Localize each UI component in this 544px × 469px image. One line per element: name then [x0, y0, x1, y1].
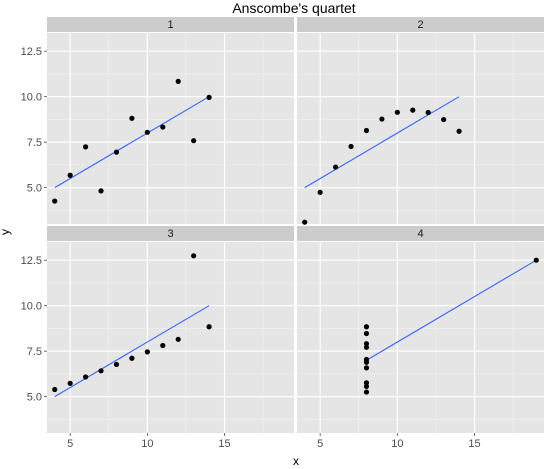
data-point: [191, 138, 197, 144]
data-point: [425, 109, 431, 116]
data-point: [160, 342, 166, 349]
x-tick-label: 5: [67, 438, 73, 450]
data-point: [175, 336, 181, 342]
y-tick-label: 10.0: [21, 301, 42, 313]
y-tick-label: 10.0: [21, 92, 42, 104]
facet-strip: [297, 17, 544, 32]
facet-strip-label: 3: [167, 228, 173, 240]
data-point: [363, 330, 370, 337]
data-point: [363, 359, 370, 365]
data-point: [379, 116, 385, 122]
data-point: [82, 374, 89, 380]
data-point: [363, 389, 370, 395]
data-point: [113, 149, 120, 155]
facet-strip: [47, 17, 294, 32]
data-point: [363, 383, 370, 390]
data-point: [67, 380, 73, 386]
facet-panel-4: 4 5 10 15: [297, 226, 544, 450]
data-point: [456, 128, 462, 134]
x-tick-label: 15: [218, 438, 230, 450]
regression-line: [54, 305, 210, 398]
y-tick-label: 5.0: [27, 183, 42, 195]
facet-strip: [47, 226, 294, 241]
panel-background: [47, 33, 294, 224]
y-tick-label: 12.5: [21, 46, 42, 58]
data-point: [67, 172, 73, 178]
panel-background: [297, 242, 544, 433]
data-point: [160, 124, 166, 130]
facet-strip: [297, 226, 544, 241]
regression-line: [366, 259, 537, 361]
y-tick-label: 12.5: [21, 255, 42, 267]
facet-panel-3: 3 5.0 7.5 10.0 12.5 5 10 15: [21, 226, 294, 450]
data-point: [410, 107, 416, 113]
data-point: [98, 368, 104, 374]
data-point: [533, 257, 539, 263]
data-point: [144, 349, 150, 355]
x-tick-label: 15: [468, 438, 480, 450]
data-point: [348, 143, 354, 150]
panels: 1 5.0 7.5 10.0 12.5 2 3 5.0 7.5 10.0 12.5 5 10 15 4 5 10…: [21, 17, 544, 450]
data-point: [144, 129, 150, 135]
data-point: [394, 109, 400, 115]
data-point: [129, 355, 135, 361]
facet-strip-label: 4: [417, 228, 423, 240]
facet-strip-label: 1: [167, 19, 173, 31]
y-axis-title: y: [0, 229, 12, 235]
regression-line: [304, 96, 460, 189]
facet-strip-label: 2: [417, 19, 423, 31]
data-point: [82, 144, 89, 150]
data-point: [363, 344, 370, 350]
data-point: [98, 188, 104, 194]
y-tick-label: 7.5: [27, 137, 42, 149]
x-tick-label: 10: [391, 438, 403, 450]
panel-background: [47, 242, 294, 433]
data-point: [317, 189, 323, 195]
data-point: [363, 365, 370, 371]
data-point: [52, 386, 58, 393]
data-point: [363, 380, 370, 386]
data-point: [441, 116, 447, 123]
x-tick-label: 5: [317, 438, 323, 450]
y-tick-label: 7.5: [27, 346, 42, 358]
data-point: [363, 127, 370, 134]
facet-panel-2: 2: [297, 17, 544, 225]
data-point: [363, 324, 370, 330]
x-axis-title: x: [293, 454, 299, 468]
data-point: [332, 164, 339, 170]
panel-background: [297, 33, 544, 224]
data-point: [206, 94, 212, 100]
data-point: [302, 219, 308, 225]
data-point: [129, 115, 135, 121]
data-point: [52, 198, 58, 204]
x-tick-label: 10: [141, 438, 153, 450]
data-point: [175, 78, 181, 84]
regression-line: [54, 96, 210, 189]
data-point: [363, 341, 370, 347]
data-point: [206, 324, 212, 330]
facet-panel-1: 1 5.0 7.5 10.0 12.5: [21, 17, 294, 224]
data-point: [113, 361, 120, 368]
data-point: [191, 253, 197, 259]
chart-title: Anscombe's quartet: [232, 0, 355, 16]
y-tick-label: 5.0: [27, 392, 42, 404]
